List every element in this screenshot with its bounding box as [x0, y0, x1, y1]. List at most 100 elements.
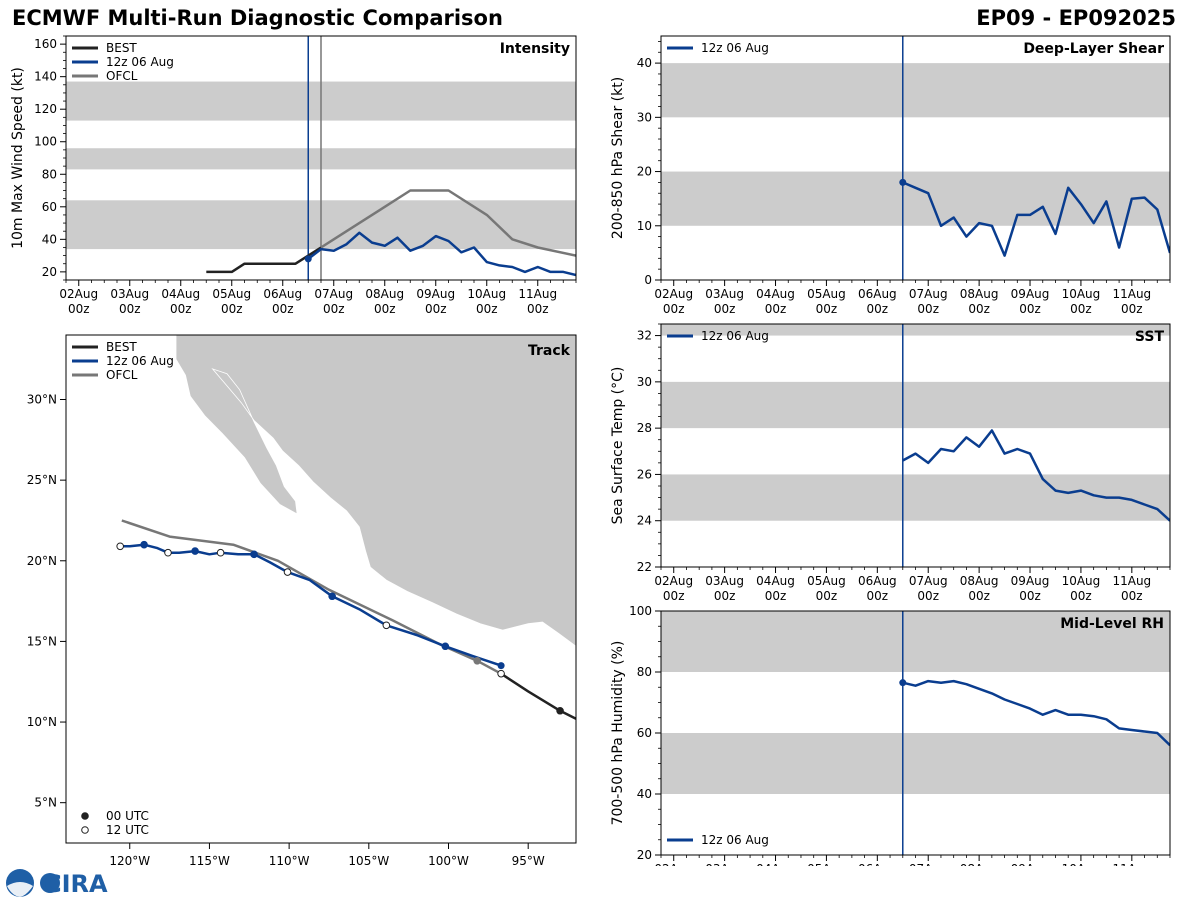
- rh-x-tick-label: 09Aug: [1011, 862, 1050, 866]
- track-marker-legend-symbol: [81, 812, 89, 820]
- shear-x-tick-label: 05Aug: [807, 287, 846, 301]
- intensity-y-tick-label: 160: [34, 37, 57, 51]
- cira-globe-icon: [40, 873, 60, 893]
- sst-x-tick-label: 02Aug: [654, 574, 693, 588]
- intensity-y-tick-label: 40: [42, 232, 57, 246]
- shear-start-marker: [899, 178, 907, 186]
- rh-series-0: [902, 679, 1170, 747]
- shear-legend-label: 12z 06 Aug: [701, 41, 769, 55]
- intensity-x-tick-label: 00z: [170, 302, 192, 316]
- intensity-x-tick-label: 00z: [221, 302, 243, 316]
- shear-x-tick-label: 00z: [968, 302, 990, 316]
- track-y-tick-label: 5°N: [34, 796, 57, 810]
- sst-x-tick-label: 00z: [867, 589, 889, 603]
- intensity-x-tick-label: 00z: [476, 302, 498, 316]
- intensity-x-tick-label: 08Aug: [365, 287, 404, 301]
- intensity-x-tick-label: 00z: [527, 302, 549, 316]
- intensity-y-tick-label: 60: [42, 200, 57, 214]
- rh-x-tick-label: 07Aug: [909, 862, 948, 866]
- track-position-marker: [191, 547, 199, 555]
- rh-y-tick-label: 80: [637, 665, 652, 679]
- shear-title: Deep-Layer Shear: [1023, 41, 1164, 57]
- sst-x-tick-label: 00z: [1019, 589, 1041, 603]
- track-position-marker: [382, 621, 391, 630]
- cira-logo-text: CIRA: [44, 870, 108, 898]
- sst-plot-area: [661, 324, 1170, 567]
- rh-x-tick-label: 04Aug: [756, 862, 795, 866]
- track-y-tick-label: 30°N: [27, 393, 57, 407]
- shear-x-tick-label: 08Aug: [960, 287, 999, 301]
- intensity-x-tick-label: 00z: [425, 302, 447, 316]
- sst-x-tick-label: 00z: [816, 589, 838, 603]
- intensity-series-1: [320, 189, 576, 257]
- shear-x-tick-label: 00z: [1121, 302, 1143, 316]
- rh-y-axis-label: 700-500 hPa Humidity (%): [610, 641, 626, 826]
- shear-band: [661, 171, 1170, 226]
- track-x-tick-label: 95°W: [512, 854, 545, 866]
- track-x-tick-label: 115°W: [189, 854, 230, 866]
- track-y-tick-label: 20°N: [27, 554, 57, 568]
- track-series-1: [121, 519, 502, 675]
- track-x-tick-label: 120°W: [109, 854, 150, 866]
- sst-x-tick-label: 00z: [765, 589, 787, 603]
- track-plot-area: [66, 335, 576, 720]
- sst-panel: 02Aug00z03Aug00z04Aug00z05Aug00z06Aug00z…: [610, 323, 1171, 603]
- sst-x-tick-label: 04Aug: [756, 574, 795, 588]
- track-position-marker: [497, 669, 505, 678]
- track-panel: 120°W 115°W 110°W 105°W 100°W 95°W 5°N 10°N 15°N…: [27, 334, 577, 866]
- rh-plot-area: [661, 611, 1170, 855]
- shear-band: [661, 63, 1170, 118]
- noaa-cira-logo: CIRA: [6, 869, 108, 898]
- shear-x-tick-label: 10Aug: [1062, 287, 1101, 301]
- rh-band: [661, 733, 1170, 794]
- track-series-0: [500, 672, 576, 720]
- intensity-panel: 02Aug00z03Aug00z04Aug00z05Aug00z06Aug00z…: [10, 35, 577, 316]
- shear-x-tick-label: 07Aug: [909, 287, 948, 301]
- rh-x-tick-label: 03Aug: [705, 862, 744, 866]
- intensity-x-tick-label: 05Aug: [212, 287, 251, 301]
- sst-x-tick-label: 08Aug: [960, 574, 999, 588]
- rh-x-tick-label: 11Aug: [1112, 862, 1151, 866]
- track-x-tick-label: 100°W: [428, 854, 469, 866]
- shear-x-tick-label: 00z: [1070, 302, 1092, 316]
- shear-x-tick-label: 11Aug: [1112, 287, 1151, 301]
- intensity-x-tick-label: 07Aug: [314, 287, 353, 301]
- track-legend-label: BEST: [106, 340, 137, 354]
- intensity-x-tick-label: 00z: [68, 302, 90, 316]
- track-position-marker: [328, 592, 336, 601]
- shear-panel: 02Aug00z03Aug00z04Aug00z05Aug00z06Aug00z…: [610, 35, 1171, 316]
- sst-x-tick-label: 05Aug: [807, 574, 846, 588]
- shear-x-tick-label: 00z: [867, 302, 889, 316]
- track-position-marker: [441, 642, 450, 651]
- sst-band: [661, 324, 1170, 336]
- intensity-x-tick-label: 00z: [119, 302, 141, 316]
- shear-x-tick-label: 00z: [917, 302, 939, 316]
- rh-x-tick-label: 08Aug: [960, 862, 999, 866]
- shear-x-tick-label: 06Aug: [858, 287, 897, 301]
- sst-y-axis-label: Sea Surface Temp (°C): [610, 367, 626, 525]
- sst-y-tick-label: 32: [637, 329, 652, 343]
- shear-x-tick-label: 03Aug: [705, 287, 744, 301]
- rh-y-tick-label: 60: [637, 726, 652, 740]
- intensity-plot-area: [66, 36, 576, 280]
- intensity-x-tick-label: 00z: [374, 302, 396, 316]
- intensity-x-tick-label: 02Aug: [59, 287, 98, 301]
- track-position-marker: [164, 548, 172, 557]
- track-x-tick-label: 105°W: [348, 854, 389, 866]
- shear-x-tick-label: 00z: [816, 302, 838, 316]
- sst-y-tick-label: 24: [637, 514, 652, 528]
- intensity-x-tick-label: 04Aug: [161, 287, 200, 301]
- track-position-marker: [283, 568, 292, 576]
- shear-x-tick-label: 00z: [663, 302, 685, 316]
- shear-x-tick-label: 09Aug: [1011, 287, 1050, 301]
- rh-y-tick-label: 100: [629, 604, 652, 618]
- track-legend-label: 12z 06 Aug: [106, 354, 174, 368]
- shear-plot-area: [661, 36, 1170, 280]
- track-position-marker: [556, 706, 564, 715]
- track-y-tick-label: 25°N: [27, 473, 57, 487]
- shear-y-tick-label: 30: [637, 110, 652, 124]
- sst-x-tick-label: 00z: [917, 589, 939, 603]
- rh-panel: 02Aug00z03Aug00z04Aug00z05Aug00z06Aug00z…: [610, 604, 1171, 866]
- rh-band: [661, 611, 1170, 672]
- rh-x-tick-label: 10Aug: [1062, 862, 1101, 866]
